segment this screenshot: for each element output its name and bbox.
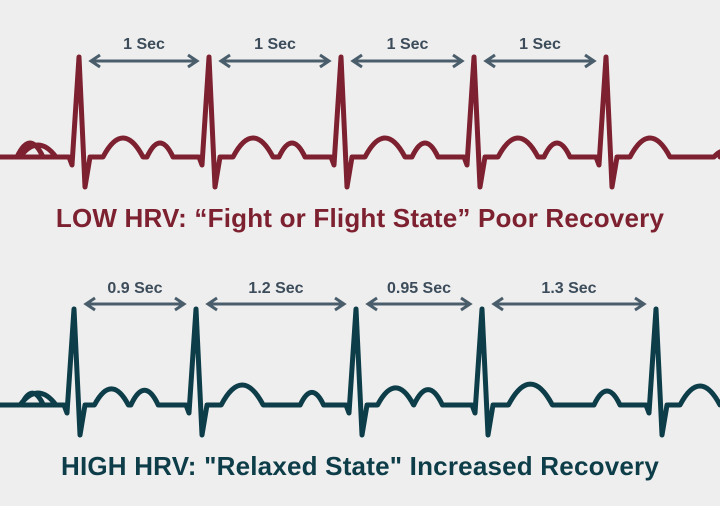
interval-label: 1 Sec xyxy=(254,36,296,53)
interval-marker: 1 Sec xyxy=(483,36,597,69)
arrow-head-right xyxy=(319,53,332,69)
arrow-head-left xyxy=(88,53,101,69)
ecg-trace xyxy=(0,54,720,190)
arrow-head-right xyxy=(334,296,347,312)
interval-marker: 1.3 Sec xyxy=(491,280,647,312)
arrow-head-left xyxy=(83,296,96,312)
arrow-head-left xyxy=(491,296,504,312)
interval-label: 1 Sec xyxy=(387,36,429,53)
arrow-head-right xyxy=(634,296,647,312)
interval-marker: 0.9 Sec xyxy=(83,280,187,312)
arrow-head-left xyxy=(483,53,496,69)
arrow-head-right xyxy=(452,53,465,69)
arrow-head-right xyxy=(174,296,187,312)
arrow-head-left xyxy=(205,296,218,312)
arrow-head-right xyxy=(584,53,597,69)
interval-label: 0.95 Sec xyxy=(387,280,451,297)
arrow-head-left xyxy=(365,296,378,312)
arrow-head-left xyxy=(350,53,363,69)
interval-marker: 1 Sec xyxy=(350,36,465,69)
interval-marker: 1 Sec xyxy=(218,36,332,69)
arrow-head-right xyxy=(460,296,473,312)
interval-label: 1 Sec xyxy=(123,36,165,53)
high-hrv-ecg-strip: 0.9 Sec 1.2 Sec 0.95 Sec 1.3 Sec xyxy=(0,280,720,438)
interval-marker: 1 Sec xyxy=(88,36,200,69)
interval-label: 1 Sec xyxy=(519,36,561,53)
interval-marker: 1.2 Sec xyxy=(205,280,347,312)
arrow-head-right xyxy=(187,53,200,69)
low-hrv-ecg-strip: 1 Sec 1 Sec 1 Sec 1 Sec xyxy=(0,36,720,190)
interval-label: 1.3 Sec xyxy=(541,280,596,297)
low-hrv-caption: LOW HRV: “Fight or Flight State” Poor Re… xyxy=(55,203,665,233)
interval-label: 0.9 Sec xyxy=(107,280,162,297)
interval-marker: 0.95 Sec xyxy=(365,280,473,312)
interval-label: 1.2 Sec xyxy=(248,280,303,297)
ecg-trace xyxy=(0,306,720,438)
arrow-head-left xyxy=(218,53,231,69)
high-hrv-caption: HIGH HRV: "Relaxed State" Increased Reco… xyxy=(60,451,659,481)
